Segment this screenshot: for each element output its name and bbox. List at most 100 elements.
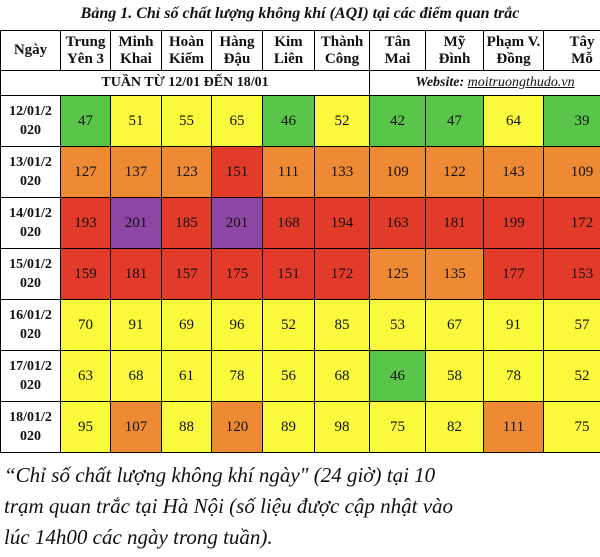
aqi-value-cell: 137 <box>110 146 162 198</box>
aqi-value-cell: 53 <box>369 299 426 351</box>
aqi-value-cell: 107 <box>110 401 162 453</box>
aqi-value-cell: 57 <box>543 299 600 351</box>
aqi-value-cell: 172 <box>314 248 370 300</box>
aqi-value-cell: 95 <box>60 401 111 453</box>
table-row: 18/01/2 020 95 107 88 120 89 98 75 82 111 75 <box>0 401 600 453</box>
header-station: Trung Yên 3 <box>60 30 111 71</box>
date-cell: 12/01/2 020 <box>0 95 61 147</box>
aqi-value-cell: 143 <box>483 146 544 198</box>
aqi-value-cell: 172 <box>543 197 600 249</box>
header-station: Tân Mai <box>369 30 426 71</box>
aqi-value-cell: 181 <box>110 248 162 300</box>
week-row: TUẦN TỪ 12/01 ĐẾN 18/01 Website: moitruo… <box>0 70 600 96</box>
aqi-value-cell: 68 <box>314 350 370 402</box>
header-station: Hoàn Kiếm <box>161 30 212 71</box>
aqi-value-cell: 111 <box>262 146 315 198</box>
website-cell: Website: moitruongthudo.vn <box>369 70 600 96</box>
aqi-value-cell: 91 <box>483 299 544 351</box>
aqi-value-cell: 85 <box>314 299 370 351</box>
aqi-value-cell: 135 <box>425 248 484 300</box>
aqi-value-cell: 159 <box>60 248 111 300</box>
aqi-value-cell: 157 <box>161 248 212 300</box>
aqi-value-cell: 52 <box>314 95 370 147</box>
header-station: Phạm V. Đồng <box>483 30 544 71</box>
aqi-value-cell: 201 <box>211 197 263 249</box>
aqi-value-cell: 123 <box>161 146 212 198</box>
caption-line: lúc 14h00 các ngày trong tuần). <box>4 525 273 549</box>
table-row: 13/01/2 020 127 137 123 151 111 133 109 122 143 109 <box>0 146 600 198</box>
aqi-value-cell: 163 <box>369 197 426 249</box>
date-cell: 18/01/2 020 <box>0 401 61 453</box>
header-date: Ngày <box>0 30 61 71</box>
aqi-value-cell: 55 <box>161 95 212 147</box>
aqi-value-cell: 201 <box>110 197 162 249</box>
aqi-value-cell: 120 <box>211 401 263 453</box>
aqi-value-cell: 67 <box>425 299 484 351</box>
aqi-value-cell: 58 <box>425 350 484 402</box>
aqi-value-cell: 153 <box>543 248 600 300</box>
aqi-value-cell: 69 <box>161 299 212 351</box>
aqi-value-cell: 168 <box>262 197 315 249</box>
aqi-value-cell: 78 <box>211 350 263 402</box>
table-title: Bảng 1. Chỉ số chất lượng không khí (AQI… <box>80 5 520 22</box>
caption-line: “Chỉ số chất lượng không khí ngày" (24 g… <box>4 463 436 487</box>
aqi-value-cell: 127 <box>60 146 111 198</box>
aqi-value-cell: 88 <box>161 401 212 453</box>
aqi-value-cell: 111 <box>483 401 544 453</box>
aqi-value-cell: 185 <box>161 197 212 249</box>
aqi-value-cell: 78 <box>483 350 544 402</box>
aqi-value-cell: 175 <box>211 248 263 300</box>
data-rows: 12/01/2 020 47 51 55 65 46 52 42 47 64 39 13/01/2 020… <box>0 95 600 453</box>
aqi-value-cell: 64 <box>483 95 544 147</box>
aqi-value-cell: 46 <box>262 95 315 147</box>
aqi-value-cell: 65 <box>211 95 263 147</box>
aqi-value-cell: 52 <box>262 299 315 351</box>
aqi-value-cell: 96 <box>211 299 263 351</box>
aqi-value-cell: 47 <box>425 95 484 147</box>
date-cell: 14/01/2 020 <box>0 197 61 249</box>
website-label: Website: <box>415 75 468 90</box>
aqi-value-cell: 56 <box>262 350 315 402</box>
aqi-value-cell: 109 <box>369 146 426 198</box>
aqi-value-cell: 61 <box>161 350 212 402</box>
aqi-value-cell: 194 <box>314 197 370 249</box>
aqi-value-cell: 133 <box>314 146 370 198</box>
aqi-value-cell: 109 <box>543 146 600 198</box>
aqi-value-cell: 89 <box>262 401 315 453</box>
aqi-value-cell: 68 <box>110 350 162 402</box>
table-row: 14/01/2 020 193 201 185 201 168 194 163 181 199 172 <box>0 197 600 249</box>
aqi-value-cell: 75 <box>543 401 600 453</box>
caption-note: “Chỉ số chất lượng không khí ngày" (24 g… <box>4 460 600 553</box>
aqi-value-cell: 199 <box>483 197 544 249</box>
aqi-value-cell: 177 <box>483 248 544 300</box>
aqi-value-cell: 181 <box>425 197 484 249</box>
date-cell: 13/01/2 020 <box>0 146 61 198</box>
aqi-value-cell: 98 <box>314 401 370 453</box>
website-link[interactable]: moitruongthudo.vn <box>467 75 575 90</box>
header-station: Hàng Đậu <box>211 30 263 71</box>
header-station: Mỹ Đình <box>425 30 484 71</box>
table-row: 15/01/2 020 159 181 157 175 151 172 125 135 177 153 <box>0 248 600 300</box>
header-row: Ngày Trung Yên 3 Minh Khai Hoàn Kiếm Hàng Đậ… <box>0 30 600 71</box>
aqi-value-cell: 51 <box>110 95 162 147</box>
aqi-value-cell: 39 <box>543 95 600 147</box>
date-cell: 16/01/2 020 <box>0 299 61 351</box>
aqi-value-cell: 52 <box>543 350 600 402</box>
table-row: 17/01/2 020 63 68 61 78 56 68 46 58 78 52 <box>0 350 600 402</box>
aqi-value-cell: 125 <box>369 248 426 300</box>
table-row: 16/01/2 020 70 91 69 96 52 85 53 67 91 57 <box>0 299 600 351</box>
date-cell: 17/01/2 020 <box>0 350 61 402</box>
aqi-value-cell: 82 <box>425 401 484 453</box>
aqi-value-cell: 91 <box>110 299 162 351</box>
week-label: TUẦN TỪ 12/01 ĐẾN 18/01 <box>0 70 370 96</box>
caption-line: trạm quan trắc tại Hà Nội (số liệu được … <box>4 494 454 518</box>
aqi-value-cell: 70 <box>60 299 111 351</box>
aqi-value-cell: 151 <box>211 146 263 198</box>
date-cell: 15/01/2 020 <box>0 248 61 300</box>
aqi-value-cell: 193 <box>60 197 111 249</box>
aqi-value-cell: 122 <box>425 146 484 198</box>
header-station: Kim Liên <box>262 30 315 71</box>
header-station: Minh Khai <box>110 30 162 71</box>
header-station: Thành Công <box>314 30 370 71</box>
table-row: 12/01/2 020 47 51 55 65 46 52 42 47 64 39 <box>0 95 600 147</box>
